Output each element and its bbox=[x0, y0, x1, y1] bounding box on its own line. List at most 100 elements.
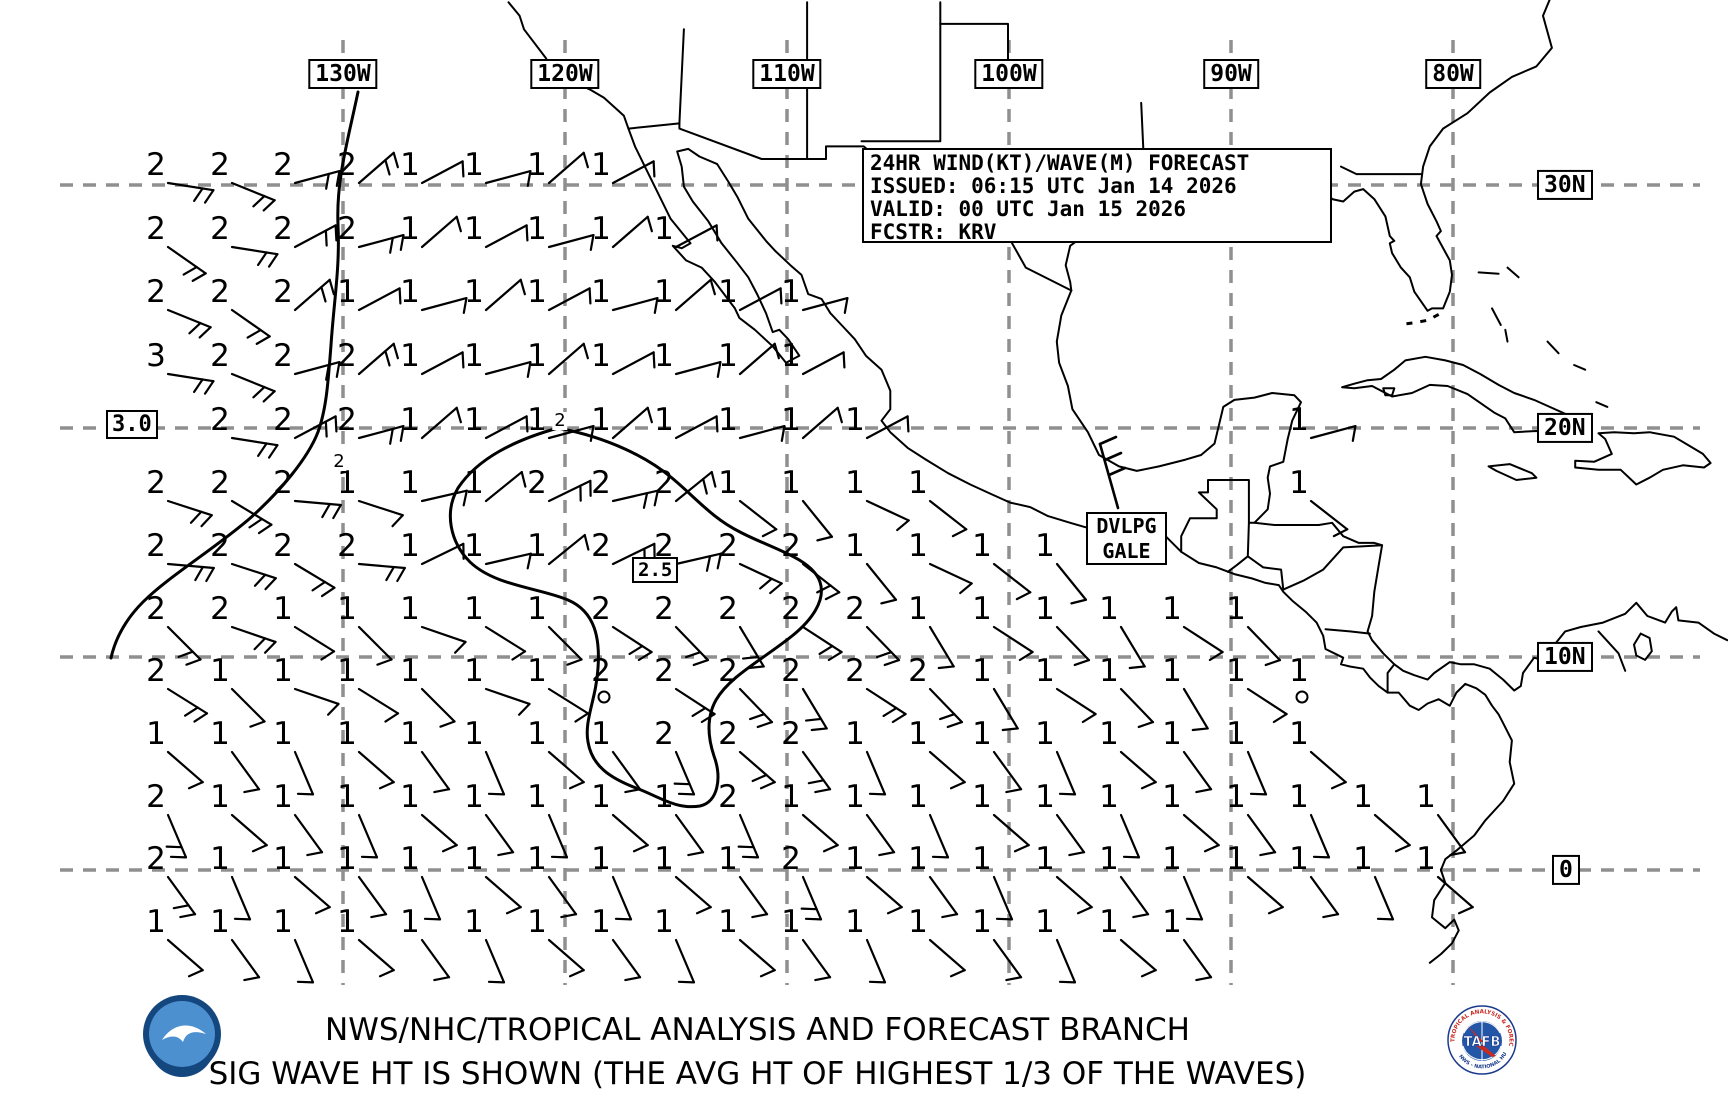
wave-height-value: 1 bbox=[591, 338, 611, 374]
noaa-logo-icon bbox=[143, 995, 221, 1077]
wave-height-value: 1 bbox=[400, 716, 420, 752]
footer-branch-name: NWS/NHC/TROPICAL ANALYSIS AND FORECAST B… bbox=[325, 1012, 1190, 1048]
wave-height-value: 1 bbox=[1289, 779, 1309, 815]
wave-height-value: 1 bbox=[146, 904, 166, 940]
longitude-label-130w: 130W bbox=[308, 59, 378, 90]
contour-inline-label: 2 bbox=[331, 451, 347, 472]
wave-height-value: 2 bbox=[845, 653, 865, 689]
wave-height-value: 1 bbox=[1226, 779, 1246, 815]
wave-height-value: 1 bbox=[1162, 779, 1182, 815]
wave-height-value: 2 bbox=[337, 211, 357, 247]
wave-height-value: 1 bbox=[400, 147, 420, 183]
wave-height-value: 1 bbox=[210, 716, 230, 752]
wave-height-value: 1 bbox=[1035, 528, 1055, 564]
wave-height-value: 1 bbox=[845, 779, 865, 815]
wave-height-value: 1 bbox=[591, 402, 611, 438]
wave-height-value: 1 bbox=[400, 274, 420, 310]
wave-height-value: 1 bbox=[337, 274, 357, 310]
wave-height-value: 1 bbox=[400, 338, 420, 374]
agency-logos: TROPICAL ANALYSIS & FORECAST BRANCHNWS -… bbox=[143, 995, 1517, 1077]
tafb-logo-text: TAFB bbox=[1464, 1035, 1501, 1050]
wave-height-value: 1 bbox=[1416, 779, 1436, 815]
wave-height-contours bbox=[109, 90, 823, 809]
wave-height-value: 1 bbox=[464, 274, 484, 310]
wave-height-value: 1 bbox=[1099, 904, 1119, 940]
wave-height-value: 1 bbox=[1162, 904, 1182, 940]
wave-height-value: 1 bbox=[591, 716, 611, 752]
wave-height-value: 1 bbox=[1099, 779, 1119, 815]
longitude-label-80w: 80W bbox=[1425, 59, 1481, 90]
contour-inline-label: 2 bbox=[552, 410, 568, 431]
wave-height-value: 2 bbox=[654, 528, 674, 564]
wave-height-value: 1 bbox=[1226, 591, 1246, 627]
wave-height-value: 1 bbox=[845, 528, 865, 564]
wave-height-value: 1 bbox=[591, 147, 611, 183]
coastlines bbox=[507, 0, 1728, 964]
wave-height-value: 1 bbox=[527, 591, 547, 627]
wave-height-value: 2 bbox=[146, 528, 166, 564]
wave-height-value: 1 bbox=[146, 716, 166, 752]
wave-height-value: 1 bbox=[591, 904, 611, 940]
wave-height-value: 1 bbox=[718, 274, 738, 310]
wave-height-value: 2 bbox=[591, 591, 611, 627]
wave-height-value: 1 bbox=[337, 779, 357, 815]
wave-height-value: 1 bbox=[908, 528, 928, 564]
wave-height-value: 1 bbox=[1035, 653, 1055, 689]
wave-height-value: 2 bbox=[718, 716, 738, 752]
wave-height-value: 1 bbox=[908, 779, 928, 815]
wave-height-value: 1 bbox=[273, 653, 293, 689]
latitude-label-30n: 30N bbox=[1537, 169, 1593, 201]
wave-height-value: 1 bbox=[1099, 716, 1119, 752]
valid-time: VALID: 00 UTC Jan 15 2026 bbox=[870, 197, 1187, 221]
wave-height-value: 2 bbox=[527, 465, 547, 501]
wave-height-value: 1 bbox=[337, 904, 357, 940]
wave-height-value: 1 bbox=[337, 841, 357, 877]
wave-height-value: 1 bbox=[464, 779, 484, 815]
wave-height-value: 1 bbox=[1099, 591, 1119, 627]
wave-height-value: 2 bbox=[781, 716, 801, 752]
wave-height-value: 1 bbox=[400, 653, 420, 689]
wave-height-value: 2 bbox=[146, 841, 166, 877]
wave-height-value: 1 bbox=[1289, 841, 1309, 877]
wave-height-value: 1 bbox=[464, 904, 484, 940]
wave-height-value: 1 bbox=[273, 779, 293, 815]
wave-height-value: 1 bbox=[1289, 402, 1309, 438]
wave-height-value: 1 bbox=[464, 528, 484, 564]
wave-height-value: 2 bbox=[781, 653, 801, 689]
wave-height-value: 2 bbox=[718, 653, 738, 689]
wave-height-value: 1 bbox=[718, 841, 738, 877]
wave-height-value: 1 bbox=[591, 841, 611, 877]
wave-height-value: 2 bbox=[146, 465, 166, 501]
wave-height-value: 2 bbox=[781, 841, 801, 877]
wave-height-value: 1 bbox=[845, 716, 865, 752]
latitude-label-20n: 20N bbox=[1537, 412, 1593, 444]
wave-height-value: 1 bbox=[781, 465, 801, 501]
wave-height-value: 1 bbox=[781, 274, 801, 310]
wave-height-value: 1 bbox=[591, 779, 611, 815]
wave-height-value: 1 bbox=[718, 904, 738, 940]
wave-height-value: 2 bbox=[908, 653, 928, 689]
wave-height-value: 1 bbox=[1035, 591, 1055, 627]
wave-height-value: 1 bbox=[591, 211, 611, 247]
wave-height-value: 2 bbox=[273, 528, 293, 564]
wave-height-value: 1 bbox=[972, 653, 992, 689]
longitude-label-120w: 120W bbox=[530, 59, 600, 90]
wave-height-value: 2 bbox=[591, 528, 611, 564]
wave-height-value: 1 bbox=[718, 402, 738, 438]
wave-height-value: 1 bbox=[527, 528, 547, 564]
wave-height-value: 1 bbox=[972, 841, 992, 877]
wave-height-value: 1 bbox=[464, 591, 484, 627]
wave-height-value: 1 bbox=[845, 465, 865, 501]
wave-height-value: 2 bbox=[146, 274, 166, 310]
wave-height-value: 2 bbox=[146, 653, 166, 689]
wave-height-value: 1 bbox=[1099, 653, 1119, 689]
issued-time: ISSUED: 06:15 UTC Jan 14 2026 bbox=[870, 174, 1237, 198]
wave-height-value: 1 bbox=[1162, 591, 1182, 627]
wind-barb-field: 2 2 2 2 1 1 1 1 2 2 2 2 1 1 1 1 1 2 2 2 1 1 1 1 1 1 1 1 3 2 2 2 1 1 1 1 1 1 1 2… bbox=[146, 147, 1474, 984]
wave-height-value: 1 bbox=[654, 274, 674, 310]
wave-height-value: 2 bbox=[591, 653, 611, 689]
wave-height-value: 1 bbox=[527, 653, 547, 689]
forecast-title-box: 24HR WIND(KT)/WAVE(M) FORECAST ISSUED: 0… bbox=[862, 148, 1332, 244]
wave-height-value: 1 bbox=[527, 211, 547, 247]
wave-height-value: 1 bbox=[845, 402, 865, 438]
